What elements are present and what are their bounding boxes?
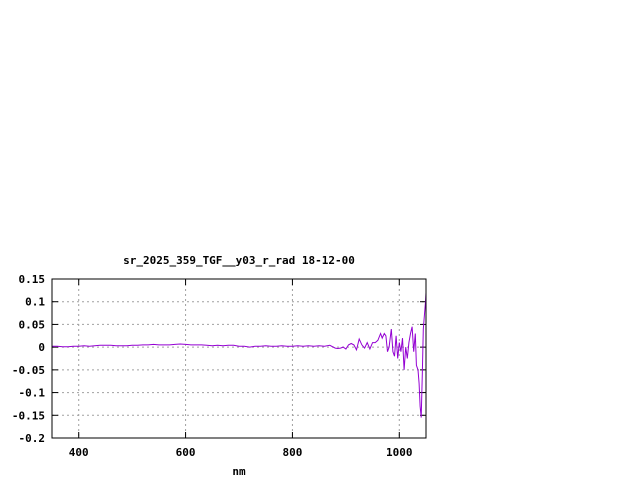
axis-ticks: 400 600 800 1000 0.15 0.1 0.05 0 -0.05 -0.1 -0.15 -… [12, 273, 426, 459]
x-tick-label: 600 [176, 446, 196, 459]
series [52, 292, 427, 418]
x-axis-label: nm [232, 465, 246, 478]
x-tick-label: 1000 [386, 446, 413, 459]
y-tick-label: 0.1 [25, 296, 45, 309]
chart-title: sr_2025_359_TGF__y03_r_rad 18-12-00 [123, 254, 355, 267]
y-tick-label: -0.05 [12, 364, 45, 377]
y-tick-label: -0.2 [19, 432, 46, 445]
x-tick-label: 800 [282, 446, 302, 459]
y-tick-label: -0.15 [12, 409, 45, 422]
y-tick-label: 0.05 [19, 318, 46, 331]
y-tick-label: 0 [38, 341, 45, 354]
y-tick-label: 0.15 [19, 273, 46, 286]
x-tick-label: 400 [69, 446, 89, 459]
plot-frame [51, 278, 427, 439]
series-line [52, 292, 427, 418]
grid [52, 279, 426, 438]
y-tick-label: -0.1 [19, 387, 46, 400]
